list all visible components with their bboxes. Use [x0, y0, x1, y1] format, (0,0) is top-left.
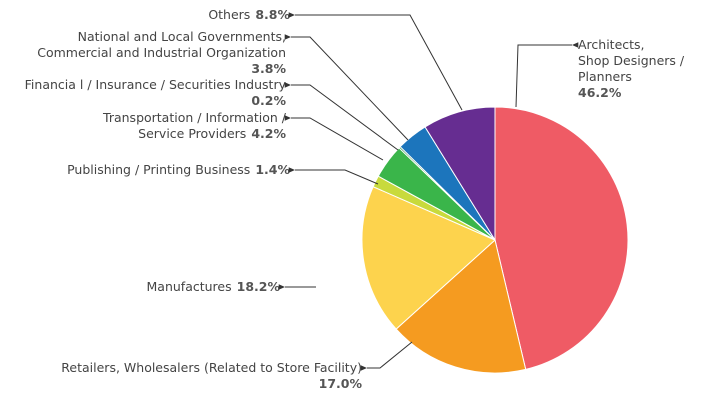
value-label: 1.4%	[255, 162, 290, 177]
slice-label: 46.2%	[578, 85, 622, 100]
pie-slice	[494, 106, 629, 371]
category-label: Publishing / Printing Business	[67, 162, 250, 177]
slice-label: Others 8.8%	[208, 7, 290, 22]
slice-label: Commercial and Industrial Organization	[37, 45, 286, 60]
category-label: Planners	[578, 69, 632, 84]
leader-line	[515, 42, 579, 108]
slice-label: National and Local Governments,	[78, 29, 286, 44]
slice-label: Architects,	[578, 37, 645, 52]
slice-label: 3.8%	[251, 61, 286, 76]
slice-label: Financia l / Insurance / Securities Indu…	[25, 77, 287, 92]
value-label: 4.2%	[251, 126, 286, 141]
category-label: Others	[208, 7, 250, 22]
leader-line	[284, 82, 399, 151]
value-label: 17.0%	[319, 376, 363, 391]
pie-slice	[424, 106, 496, 242]
category-label: Retailers, Wholesalers (Related to Store…	[61, 360, 362, 375]
category-label: Shop Designers /	[578, 53, 685, 68]
category-label: Service Providers	[138, 126, 246, 141]
leader-line	[284, 115, 384, 161]
slice-label: Transportation / Information /	[102, 110, 287, 125]
leader-line	[288, 12, 463, 111]
slice-label: Service Providers 4.2%	[138, 126, 286, 141]
pie-slice	[361, 186, 496, 330]
slice-label: Retailers, Wholesalers (Related to Store…	[61, 360, 362, 375]
slice-label: 0.2%	[251, 93, 286, 108]
leader-line	[288, 167, 379, 185]
category-label: Commercial and Industrial Organization	[37, 45, 286, 60]
slice-label: Planners	[578, 69, 632, 84]
value-label: 0.2%	[251, 93, 286, 108]
category-label: National and Local Governments,	[78, 29, 286, 44]
value-label: 8.8%	[255, 7, 290, 22]
slice-label: Shop Designers /	[578, 53, 685, 68]
slice-label: Publishing / Printing Business 1.4%	[67, 162, 290, 177]
leader-line	[284, 34, 409, 141]
pie-slice	[395, 239, 527, 374]
slice-label: 17.0%	[319, 376, 363, 391]
category-label: Manufactures	[147, 279, 232, 294]
category-label: Architects,	[578, 37, 645, 52]
category-label: Transportation / Information /	[102, 110, 287, 125]
value-label: 18.2%	[237, 279, 281, 294]
slice-label: Manufactures 18.2%	[147, 279, 281, 294]
leader-line	[360, 341, 413, 371]
value-label: 46.2%	[578, 85, 622, 100]
category-label: Financia l / Insurance / Securities Indu…	[25, 77, 287, 92]
value-label: 3.8%	[251, 61, 286, 76]
